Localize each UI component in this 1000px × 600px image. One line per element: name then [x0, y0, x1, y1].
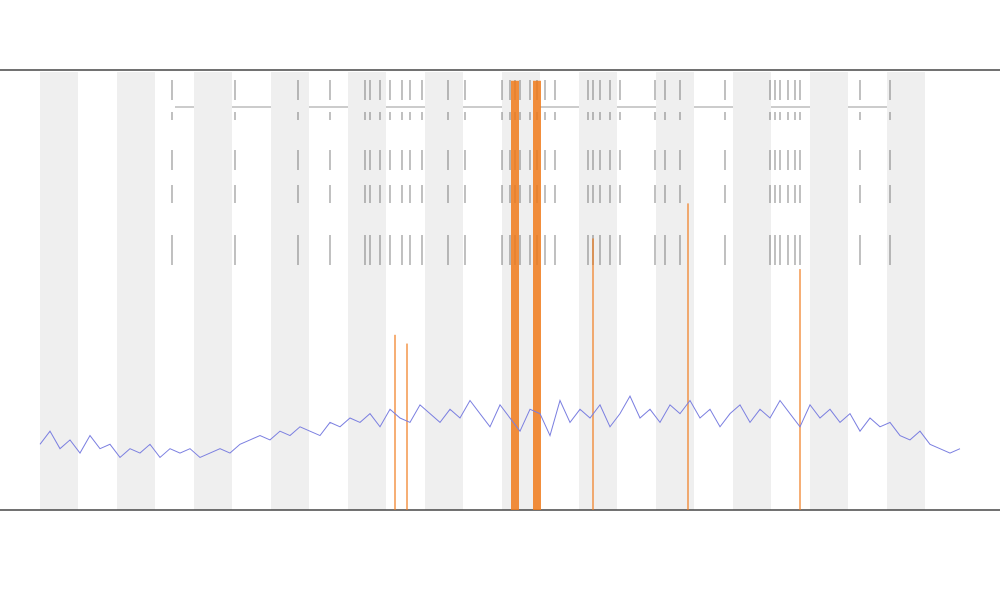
spike — [394, 334, 396, 510]
spike — [592, 238, 594, 510]
feature-tracks — [171, 80, 891, 265]
spike — [511, 80, 519, 510]
stripe — [733, 72, 771, 510]
spike — [406, 343, 408, 510]
stripes — [40, 72, 925, 510]
spike — [799, 269, 801, 510]
stripe — [117, 72, 155, 510]
spike — [533, 80, 541, 510]
stripe — [40, 72, 78, 510]
stripe — [579, 72, 617, 510]
stripe — [348, 72, 386, 510]
stripe — [425, 72, 463, 510]
spike — [687, 203, 689, 510]
stripe — [194, 72, 232, 510]
stripe — [810, 72, 848, 510]
stripe — [887, 72, 925, 510]
stripe — [271, 72, 309, 510]
series-line — [39, 395, 961, 459]
